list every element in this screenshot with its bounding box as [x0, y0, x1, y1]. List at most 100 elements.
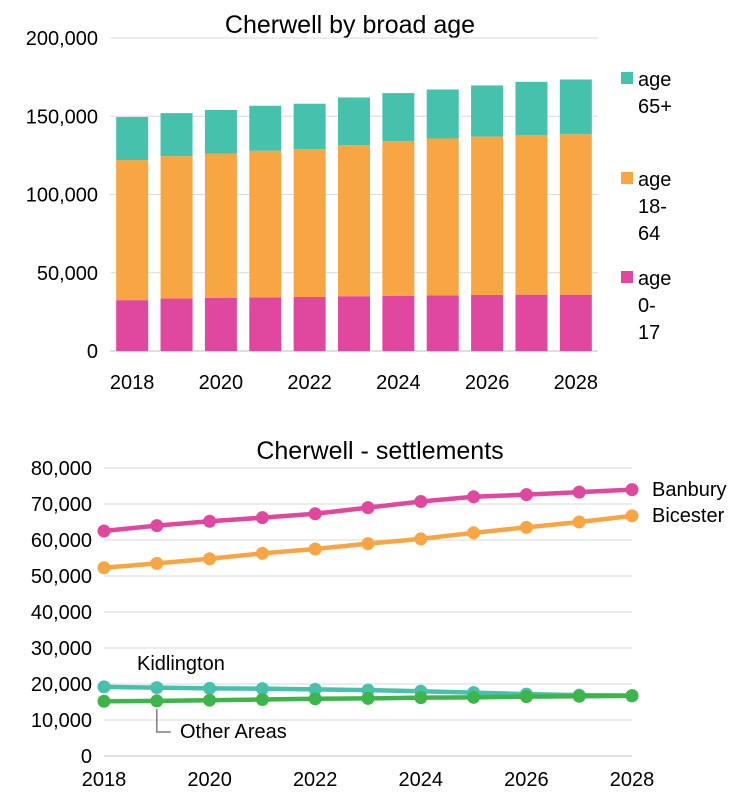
y-tick-label: 80,000: [31, 458, 92, 480]
data-point: [467, 690, 481, 704]
y-tick-label: 20,000: [31, 674, 92, 696]
bar-segment: [249, 150, 282, 298]
data-point: [203, 552, 217, 566]
y-tick-label: 40,000: [31, 602, 92, 624]
bar-segment: [116, 300, 149, 351]
data-point: [519, 520, 533, 534]
series-label: Kidlington: [137, 653, 225, 675]
bar-segment: [559, 79, 592, 135]
x-tick-label: 2022: [293, 769, 338, 791]
bar-segment: [559, 134, 592, 295]
settlements-line-chart: Cherwell - settlements 0 10,000 20,000 30,0…: [31, 437, 727, 791]
x-tick-label: 2026: [465, 372, 510, 394]
data-point: [308, 682, 322, 696]
bar-segment: [249, 105, 282, 151]
data-point: [97, 561, 111, 575]
bar-segment: [426, 295, 459, 351]
y-tick-label: 100,000: [26, 185, 98, 207]
bar-segment: [116, 160, 149, 301]
bar-segment: [382, 295, 415, 351]
series-label: Banbury: [652, 479, 727, 501]
data-point: [150, 681, 164, 695]
data-point: [150, 694, 164, 708]
x-tick-label: 2026: [504, 769, 549, 791]
data-point: [572, 515, 586, 529]
legend-swatch: [621, 72, 633, 84]
x-tick-label: 2028: [554, 372, 599, 394]
data-point: [255, 511, 269, 525]
data-point: [625, 483, 639, 497]
series-label: Bicester: [652, 505, 725, 527]
age-stacked-bar-chart: Cherwell by broad age 0 50,000 100,000 150,…: [26, 11, 672, 394]
data-point: [467, 526, 481, 540]
data-point: [203, 514, 217, 528]
bar-segment: [426, 138, 459, 296]
bar-segment: [204, 153, 237, 298]
data-point: [361, 501, 375, 515]
data-point: [203, 681, 217, 695]
bar-segment: [204, 297, 237, 351]
y-tick-label: 150,000: [26, 106, 98, 128]
legend-label: 17: [638, 322, 660, 344]
x-tick-label: 2028: [610, 769, 655, 791]
chart-title: Cherwell by broad age: [225, 11, 475, 39]
y-tick-label: 0: [87, 341, 98, 363]
data-point: [625, 509, 639, 523]
bar-segment: [160, 298, 193, 351]
y-tick-label: 50,000: [37, 263, 98, 285]
data-point: [255, 682, 269, 696]
x-tick-label: 2020: [187, 769, 232, 791]
y-tick-label: 10,000: [31, 710, 92, 732]
y-tick-label: 30,000: [31, 638, 92, 660]
legend-swatch: [621, 271, 633, 283]
data-point: [519, 690, 533, 704]
bar-segment: [382, 141, 415, 296]
bar-segment: [338, 97, 370, 146]
series-label: Other Areas: [180, 721, 287, 743]
data-point: [414, 494, 428, 508]
x-tick-label: 2018: [82, 769, 127, 791]
data-point: [255, 546, 269, 560]
legend-label: age: [638, 69, 671, 91]
data-point: [519, 488, 533, 502]
bar-segment: [515, 294, 548, 351]
bar-segment: [116, 117, 149, 161]
bar-segment: [559, 294, 592, 351]
legend-swatch: [621, 172, 633, 184]
bar-segment: [515, 81, 548, 136]
y-tick-label: 50,000: [31, 566, 92, 588]
y-tick-label: 60,000: [31, 530, 92, 552]
bar-segment: [293, 149, 326, 298]
y-tick-label: 0: [81, 746, 92, 768]
bar-segment: [471, 294, 504, 351]
legend-label: 65+: [638, 96, 672, 118]
bar-segment: [471, 136, 504, 295]
bar-segment: [382, 93, 415, 142]
data-point: [414, 691, 428, 705]
x-tick-label: 2024: [376, 372, 421, 394]
data-point: [361, 537, 375, 551]
legend-label: 64: [638, 223, 660, 245]
y-tick-label: 200,000: [26, 28, 98, 50]
data-point: [414, 532, 428, 546]
data-point: [97, 524, 111, 538]
data-point: [97, 680, 111, 694]
data-point: [572, 485, 586, 499]
data-point: [361, 691, 375, 705]
data-point: [203, 693, 217, 707]
bar-segment: [204, 109, 237, 154]
data-point: [150, 556, 164, 570]
data-point: [308, 692, 322, 706]
data-point: [255, 692, 269, 706]
data-point: [308, 507, 322, 521]
x-tick-label: 2022: [287, 372, 332, 394]
bar-segment: [160, 156, 193, 299]
bar-segment: [515, 135, 548, 295]
bar-segment: [293, 103, 326, 150]
bar-segment: [160, 113, 193, 157]
legend-label: 18-: [638, 196, 667, 218]
bar-segment: [249, 297, 282, 351]
data-point: [150, 519, 164, 533]
data-point: [308, 542, 322, 556]
data-point: [572, 689, 586, 703]
